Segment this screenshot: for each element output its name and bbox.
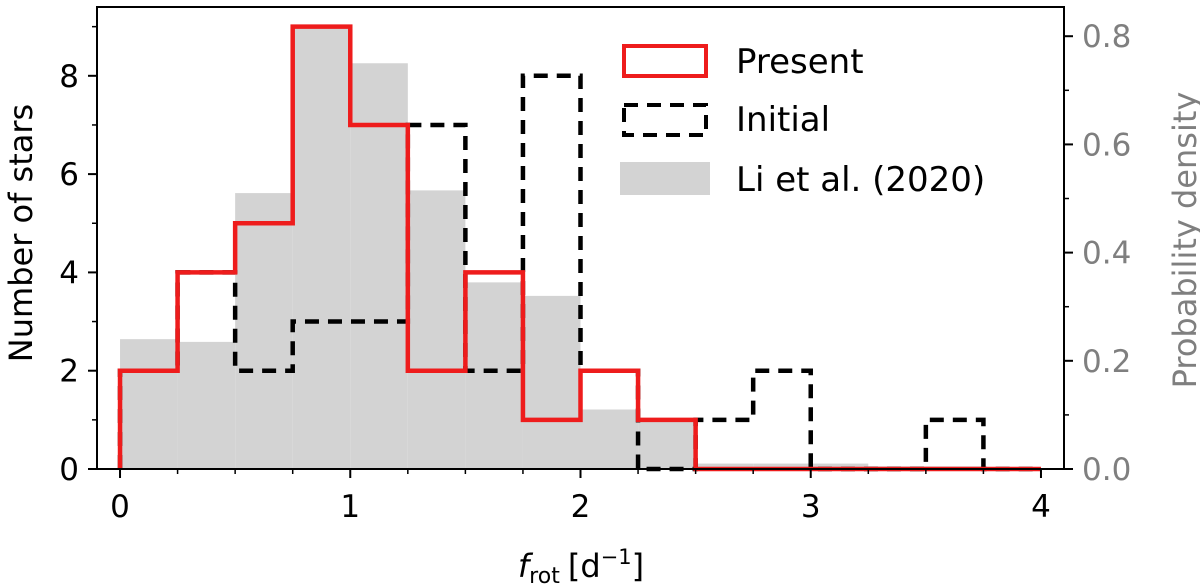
legend-swatch-initial — [622, 103, 708, 137]
legend-label-present: Present — [736, 42, 864, 82]
legend: Present Initial Li et al. (2020) — [620, 42, 985, 200]
x-tick-label: 0 — [110, 489, 130, 525]
y-right-tick-label: 0.4 — [1082, 236, 1131, 272]
legend-swatch-present — [622, 44, 708, 78]
li-2020-bar — [522, 295, 581, 469]
y-right-tick-label: 0.2 — [1082, 344, 1131, 380]
y-axis-label-left: Number of stars — [2, 104, 40, 362]
li-2020-bar — [465, 282, 523, 469]
legend-label-li2020: Li et al. (2020) — [736, 160, 985, 200]
y-left-tick-label: 6 — [59, 157, 79, 193]
li-2020-bar — [810, 463, 869, 469]
y-right-tick-label: 0.0 — [1082, 452, 1131, 488]
x-tick-label: 4 — [1031, 489, 1051, 525]
y-left-tick-label: 8 — [59, 59, 79, 95]
li-2020-bar — [695, 463, 754, 469]
li-2020-bar — [177, 341, 236, 469]
li-2020-bar — [580, 409, 639, 469]
x-tick-label: 1 — [340, 489, 360, 525]
y-left-tick-label: 0 — [59, 452, 79, 488]
y-right-tick-label: 0.8 — [1082, 19, 1131, 55]
x-tick-label: 2 — [571, 489, 591, 525]
li-2020-bar — [292, 25, 351, 470]
y-right-tick-label: 0.6 — [1082, 127, 1131, 163]
x-axis-label: frot [d−1] — [518, 545, 644, 587]
x-axis-label-close: ] — [632, 547, 644, 585]
li-2020-bar — [407, 190, 466, 470]
y-left-tick-label: 2 — [59, 354, 79, 390]
y-left-tick-label: 4 — [59, 255, 79, 291]
x-axis-label-sub: rot — [529, 564, 560, 587]
legend-swatch-li2020 — [620, 162, 710, 195]
li-2020-bar — [235, 193, 293, 469]
li-2020-bar — [120, 339, 178, 469]
li-2020-bar — [638, 420, 696, 469]
li-2020-bar — [350, 63, 408, 469]
li-2020-bar — [753, 463, 811, 469]
legend-label-initial: Initial — [736, 100, 830, 140]
x-axis-label-unit: [d — [568, 547, 601, 585]
x-axis-label-exp: −1 — [601, 545, 632, 569]
axis-labels: Number of stars Probability density frot… — [2, 92, 1200, 587]
x-tick-label: 3 — [801, 489, 821, 525]
y-axis-label-right: Probability density — [1166, 92, 1200, 389]
li-2020-density-bars — [120, 25, 984, 470]
axes: 0 1 2 3 4 0 2 4 6 8 0.0 0.2 0.4 0.6 0.8 — [59, 6, 1131, 525]
